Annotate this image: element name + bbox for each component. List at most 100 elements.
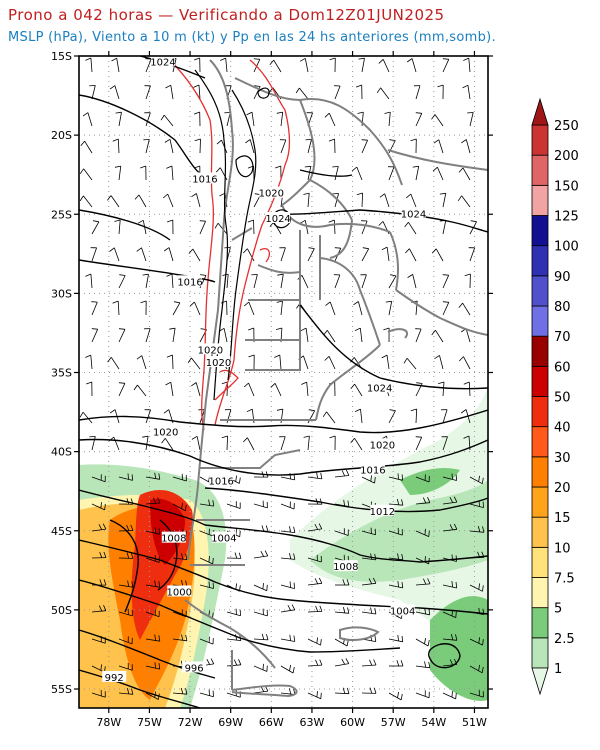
wind-barb-flag: [315, 605, 319, 612]
wind-barb-flag: [424, 528, 426, 535]
wind-barb-flag: [422, 497, 427, 504]
isobar-label: 1020: [198, 345, 223, 356]
wind-barb-flag: [353, 301, 359, 306]
wind-barb-flag: [140, 300, 147, 304]
wind-barb: [145, 436, 149, 451]
wind-barb: [306, 382, 309, 397]
wind-barb-flag: [220, 300, 227, 304]
wind-barb: [273, 59, 282, 73]
isobar-label-bg: [192, 172, 217, 184]
isobar-label-bg: [182, 661, 207, 673]
wind-barb: [442, 476, 457, 481]
isobar-label: 1008: [161, 534, 186, 545]
wind-barb-flag: [453, 523, 458, 530]
wind-barb-flag: [289, 688, 292, 695]
colorbar-label: 15: [554, 511, 571, 526]
wind-barb-flag: [427, 578, 431, 585]
wind-barb: [361, 664, 377, 667]
wind-barb-flag: [246, 111, 253, 116]
wind-barb: [469, 476, 483, 485]
isobar-label: 1020: [370, 440, 395, 451]
wind-barb-flag: [154, 662, 156, 669]
wind-barb-flag: [482, 639, 484, 646]
wind-barb: [442, 220, 447, 235]
isobar-label-bg: [266, 212, 291, 223]
wind-barb: [468, 58, 471, 73]
wind-barb-flag: [318, 523, 323, 530]
wind-barb-flag: [308, 247, 315, 249]
wind-barb-flag: [162, 193, 168, 199]
wind-barb-flag: [385, 300, 392, 303]
wind-barb: [415, 502, 430, 505]
wind-barb-flag: [289, 553, 292, 560]
wind-barb: [408, 221, 417, 235]
wind-barb-flag: [356, 192, 363, 196]
wind-barb-flag: [251, 274, 258, 276]
wind-barb-flag: [233, 659, 238, 666]
wind-barb: [442, 501, 457, 505]
wind-barb-flag: [293, 635, 296, 642]
wind-barb-flag: [300, 327, 307, 332]
wind-barb-flag: [361, 139, 368, 141]
wind-barb-flag: [369, 687, 373, 694]
wind-barb-flag: [463, 57, 469, 61]
wind-barb-flag: [401, 553, 404, 560]
wind-barb: [145, 328, 151, 343]
wind-barb: [253, 690, 268, 694]
wind-barb-flag: [89, 436, 96, 438]
wind-barb: [116, 58, 120, 73]
wind-barb-flag: [374, 553, 377, 560]
wind-barb-flag: [406, 193, 412, 199]
colorbar-segment: [531, 516, 549, 548]
wind-barb-flag: [376, 87, 381, 94]
wind-barb: [305, 328, 309, 343]
wind-barb: [388, 638, 403, 643]
colorbar-label: 200: [554, 149, 579, 164]
wind-barb-flag: [334, 247, 341, 249]
wind-barb: [415, 557, 429, 565]
wind-barb-flag: [184, 504, 187, 511]
wind-barb-flag: [166, 273, 173, 277]
wind-barb: [138, 194, 147, 208]
wind-barb: [145, 409, 151, 424]
wind-barb: [409, 248, 417, 262]
wind-barb-flag: [100, 664, 102, 671]
lat-tick-label: 30S: [51, 287, 72, 300]
wind-barb-flag: [142, 435, 149, 438]
wind-barb-flag: [173, 301, 180, 304]
map-frame: [78, 55, 489, 709]
wind-barb: [83, 195, 93, 208]
colorbar-label: 20: [554, 481, 571, 496]
wind-barb-flag: [345, 658, 350, 664]
wind-barb: [84, 140, 93, 154]
wind-barb-flag: [381, 354, 388, 359]
wind-barb-flag: [79, 195, 84, 202]
wind-barb-flag: [276, 111, 283, 114]
wind-barb-flag: [131, 581, 134, 588]
wind-barb-flag: [328, 138, 335, 142]
wind-barb: [280, 584, 295, 589]
wind-barb: [117, 138, 120, 154]
wind-barb-flag: [346, 687, 350, 694]
wind-barb: [439, 355, 444, 370]
wind-barb: [226, 503, 241, 509]
isobar-label: 1016: [192, 174, 217, 185]
wind-barb: [172, 302, 181, 316]
wind-barb: [361, 557, 376, 561]
wind-barb-flag: [210, 658, 215, 665]
wind-barb: [442, 692, 456, 700]
wind-barb-flag: [341, 658, 346, 665]
colorbar-label: 50: [554, 391, 571, 406]
wind-barb-flag: [464, 273, 471, 277]
isobar-label: 1016: [360, 466, 385, 477]
map-axes: 15S 20S 25S 30S 35S 40S 45S 50S 55S 78W 75W 72W 69W 6…: [51, 50, 493, 729]
wind-barb-flag: [191, 382, 197, 387]
wind-barb-flag: [406, 58, 413, 63]
wind-barb: [172, 354, 174, 370]
wind-barb: [465, 328, 471, 343]
wind-barb: [386, 355, 390, 370]
wind-barb-flag: [424, 637, 426, 644]
wind-barb-flag: [79, 168, 84, 175]
isobar-label: 1020: [259, 189, 284, 200]
wind-barb: [388, 112, 391, 127]
